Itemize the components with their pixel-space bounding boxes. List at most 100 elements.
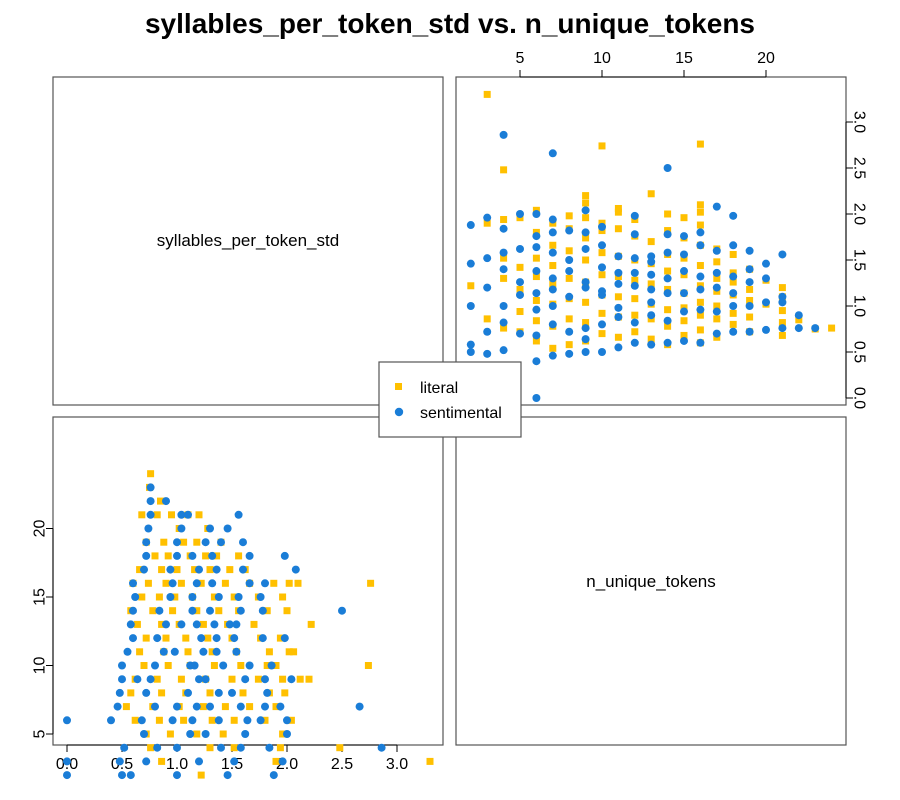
right-axis-tick-label: 2.5 [850, 157, 867, 179]
point-literal [158, 757, 166, 765]
chart-title: syllables_per_token_std vs. n_unique_tok… [145, 8, 755, 39]
point-literal [230, 593, 238, 601]
point-sentimental [133, 675, 142, 684]
left-axis-tick-label: 15 [32, 588, 49, 606]
point-literal [215, 607, 223, 615]
point-literal [647, 190, 655, 198]
point-literal [696, 326, 704, 334]
point-sentimental [581, 335, 590, 344]
point-sentimental [483, 327, 492, 336]
point-literal [208, 648, 216, 656]
point-sentimental [228, 688, 236, 697]
point-sentimental [680, 232, 688, 241]
point-literal [367, 579, 375, 587]
point-literal [746, 296, 754, 304]
axes-layer: 0.00.51.01.52.02.53.0510152051015200.00.… [32, 50, 868, 773]
point-literal [169, 607, 177, 615]
point-literal [206, 689, 214, 697]
point-sentimental [177, 524, 186, 533]
point-sentimental [581, 244, 590, 253]
point-sentimental [778, 324, 787, 333]
point-literal [483, 219, 491, 227]
point-literal [276, 744, 284, 752]
point-sentimental [192, 620, 201, 629]
point-sentimental [210, 620, 219, 629]
point-sentimental [219, 661, 228, 670]
point-sentimental [131, 593, 140, 601]
point-sentimental [162, 497, 170, 506]
point-literal [828, 324, 836, 332]
point-literal [147, 744, 155, 752]
point-sentimental [647, 311, 656, 320]
right-axis-tick-label: 2.0 [850, 203, 867, 225]
point-sentimental [212, 634, 221, 643]
point-literal [149, 607, 157, 615]
point-literal [180, 716, 188, 724]
point-literal [285, 579, 293, 587]
point-literal [631, 295, 639, 303]
point-literal [696, 140, 704, 148]
point-literal [582, 214, 590, 222]
point-sentimental [663, 316, 672, 325]
point-literal [157, 497, 164, 505]
point-literal [565, 212, 573, 220]
point-sentimental [234, 593, 243, 601]
point-sentimental [118, 661, 126, 670]
point-sentimental [377, 743, 386, 752]
point-literal [647, 335, 655, 343]
point-literal [296, 675, 304, 683]
point-literal [631, 311, 639, 319]
point-literal [164, 552, 172, 560]
point-literal [532, 317, 540, 325]
point-literal [164, 662, 172, 669]
point-sentimental [614, 343, 623, 352]
point-sentimental [712, 246, 721, 255]
point-sentimental [581, 206, 590, 215]
point-literal [177, 675, 185, 683]
point-sentimental [212, 565, 221, 574]
point-sentimental [516, 210, 524, 218]
point-sentimental [118, 771, 126, 780]
point-literal [162, 579, 170, 587]
point-sentimental [197, 634, 206, 643]
point-literal [206, 744, 214, 752]
point-sentimental [548, 320, 557, 329]
point-sentimental [144, 524, 153, 533]
legend-label-sentimental: sentimental [420, 405, 502, 422]
point-sentimental [548, 351, 557, 360]
point-sentimental [548, 228, 557, 237]
point-sentimental [151, 661, 159, 670]
point-literal [162, 634, 170, 642]
point-sentimental [166, 565, 175, 574]
point-sentimental [195, 757, 203, 766]
point-sentimental [208, 579, 217, 588]
point-literal [122, 703, 130, 711]
point-sentimental [811, 324, 820, 333]
point-sentimental [680, 307, 688, 316]
point-sentimental [162, 620, 170, 629]
point-literal [307, 620, 315, 628]
point-sentimental [729, 211, 738, 220]
point-sentimental [565, 267, 574, 276]
point-literal [500, 254, 508, 262]
point-literal [226, 566, 234, 574]
point-sentimental [647, 298, 656, 307]
point-sentimental [267, 661, 276, 670]
point-literal [336, 744, 344, 752]
point-sentimental [269, 771, 278, 780]
left-axis-tick-label: 10 [32, 657, 49, 675]
point-literal [133, 620, 141, 628]
point-sentimental [712, 268, 721, 277]
point-literal [631, 276, 639, 284]
point-literal [213, 552, 221, 560]
point-literal [305, 675, 313, 683]
point-sentimental [236, 743, 245, 752]
point-literal [193, 538, 201, 546]
point-sentimental [548, 149, 557, 158]
point-sentimental [663, 230, 672, 239]
point-literal [778, 331, 786, 339]
point-sentimental [499, 265, 508, 274]
point-literal [500, 166, 508, 174]
point-sentimental [532, 357, 541, 366]
